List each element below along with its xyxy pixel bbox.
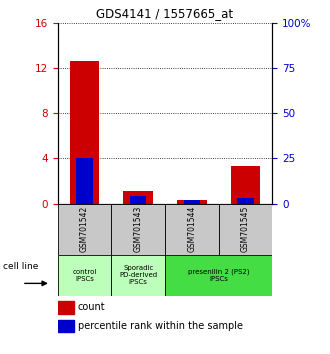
Bar — [123, 190, 153, 204]
FancyBboxPatch shape — [112, 255, 165, 296]
FancyBboxPatch shape — [58, 255, 112, 296]
Bar — [177, 200, 207, 204]
Bar — [184, 200, 200, 204]
Text: GSM701542: GSM701542 — [80, 206, 89, 252]
Title: GDS4141 / 1557665_at: GDS4141 / 1557665_at — [96, 7, 234, 21]
Text: control
IPSCs: control IPSCs — [72, 269, 97, 282]
Text: cell line: cell line — [3, 262, 38, 271]
Bar — [58, 301, 74, 314]
Text: GSM701544: GSM701544 — [187, 206, 196, 252]
Text: GSM701543: GSM701543 — [134, 206, 143, 252]
Bar — [58, 320, 74, 332]
Bar — [231, 166, 260, 204]
Text: count: count — [78, 302, 105, 313]
Bar — [70, 61, 99, 204]
Bar — [237, 198, 253, 204]
Text: GSM701545: GSM701545 — [241, 206, 250, 252]
FancyBboxPatch shape — [165, 204, 218, 255]
Text: percentile rank within the sample: percentile rank within the sample — [78, 321, 243, 331]
FancyBboxPatch shape — [58, 204, 112, 255]
Bar — [130, 196, 146, 204]
FancyBboxPatch shape — [218, 204, 272, 255]
Text: Sporadic
PD-derived
iPSCs: Sporadic PD-derived iPSCs — [119, 265, 157, 285]
FancyBboxPatch shape — [112, 204, 165, 255]
Text: presenilin 2 (PS2)
iPSCs: presenilin 2 (PS2) iPSCs — [188, 268, 249, 282]
FancyBboxPatch shape — [165, 255, 272, 296]
Bar — [77, 158, 93, 204]
